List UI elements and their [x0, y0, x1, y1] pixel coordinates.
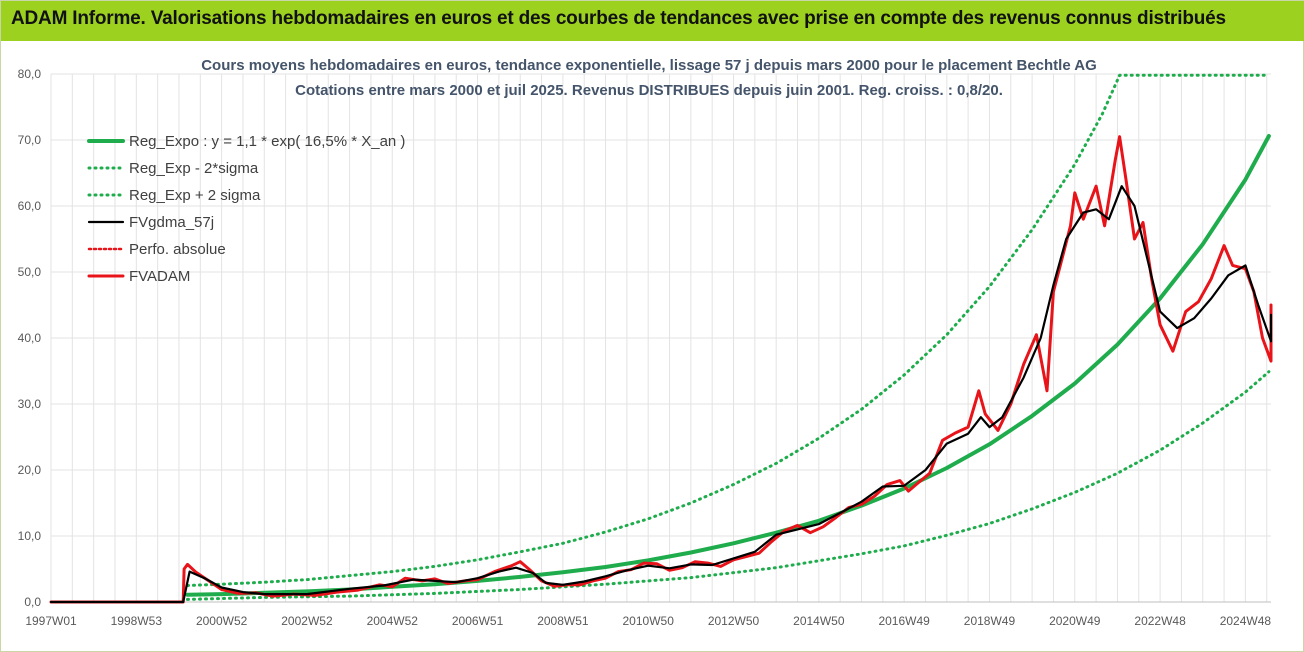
- x-tick-label: 2008W51: [537, 614, 589, 628]
- y-tick-label: 70,0: [18, 133, 42, 147]
- x-tick-label: 2020W49: [1049, 614, 1101, 628]
- y-tick-label: 40,0: [18, 331, 42, 345]
- x-tick-label: 2022W48: [1134, 614, 1186, 628]
- legend-label: Reg_Expo : y = 1,1 * exp( 16,5% * X_an ): [129, 133, 405, 150]
- x-tick-label: 2016W49: [878, 614, 930, 628]
- x-tick-label: 2010W50: [623, 614, 675, 628]
- chart-svg: 0,0 10,0 20,0 30,0 40,0 50,0 60,0 70,0 80,0 1997…: [18, 57, 1273, 628]
- x-tick-label: 1998W53: [111, 614, 163, 628]
- banner-title: ADAM Informe. Valorisations hebdomadaire…: [11, 8, 1226, 29]
- legend-label: Perfo. absolue: [129, 241, 226, 258]
- x-tick-label: 2002W52: [281, 614, 333, 628]
- legend-label: FVgdma_57j: [129, 214, 214, 231]
- chart-subtitle: Cotations entre mars 2000 et juil 2025. …: [295, 82, 1003, 99]
- grid: [50, 73, 1271, 603]
- y-tick-label: 20,0: [18, 463, 42, 477]
- series-line-1: [186, 370, 1271, 601]
- x-axis-ticks: 1997W01 1998W53 2000W52 2002W52 2004W52 2006W…: [25, 614, 1271, 628]
- legend-label: FVADAM: [129, 268, 190, 285]
- y-tick-label: 50,0: [18, 265, 42, 279]
- banner: ADAM Informe. Valorisations hebdomadaire…: [1, 1, 1304, 41]
- x-tick-label: 1997W01: [25, 614, 77, 628]
- y-tick-label: 60,0: [18, 199, 42, 213]
- y-tick-label: 80,0: [18, 67, 42, 81]
- y-tick-label: 0,0: [24, 595, 41, 609]
- x-tick-label: 2012W50: [708, 614, 760, 628]
- y-tick-label: 30,0: [18, 397, 42, 411]
- y-tick-label: 10,0: [18, 529, 42, 543]
- series-lines: [49, 73, 1273, 604]
- x-tick-label: 2000W52: [196, 614, 248, 628]
- series-line-2: [186, 73, 1271, 587]
- legend-label: Reg_Exp + 2 sigma: [129, 187, 261, 204]
- x-tick-label: 2014W50: [793, 614, 845, 628]
- y-axis-ticks: 0,0 10,0 20,0 30,0 40,0 50,0 60,0 70,0 80,0: [18, 67, 42, 609]
- x-tick-label: 2018W49: [964, 614, 1016, 628]
- legend-label: Reg_Exp - 2*sigma: [129, 160, 259, 177]
- series-line-3: [49, 185, 1273, 604]
- chart-title: Cours moyens hebdomadaires en euros, ten…: [201, 57, 1097, 74]
- x-tick-label: 2004W52: [367, 614, 419, 628]
- x-tick-label: 2006W51: [452, 614, 504, 628]
- legend: Reg_Expo : y = 1,1 * exp( 16,5% * X_an )…: [87, 133, 405, 285]
- x-tick-label: 2024W48: [1220, 614, 1272, 628]
